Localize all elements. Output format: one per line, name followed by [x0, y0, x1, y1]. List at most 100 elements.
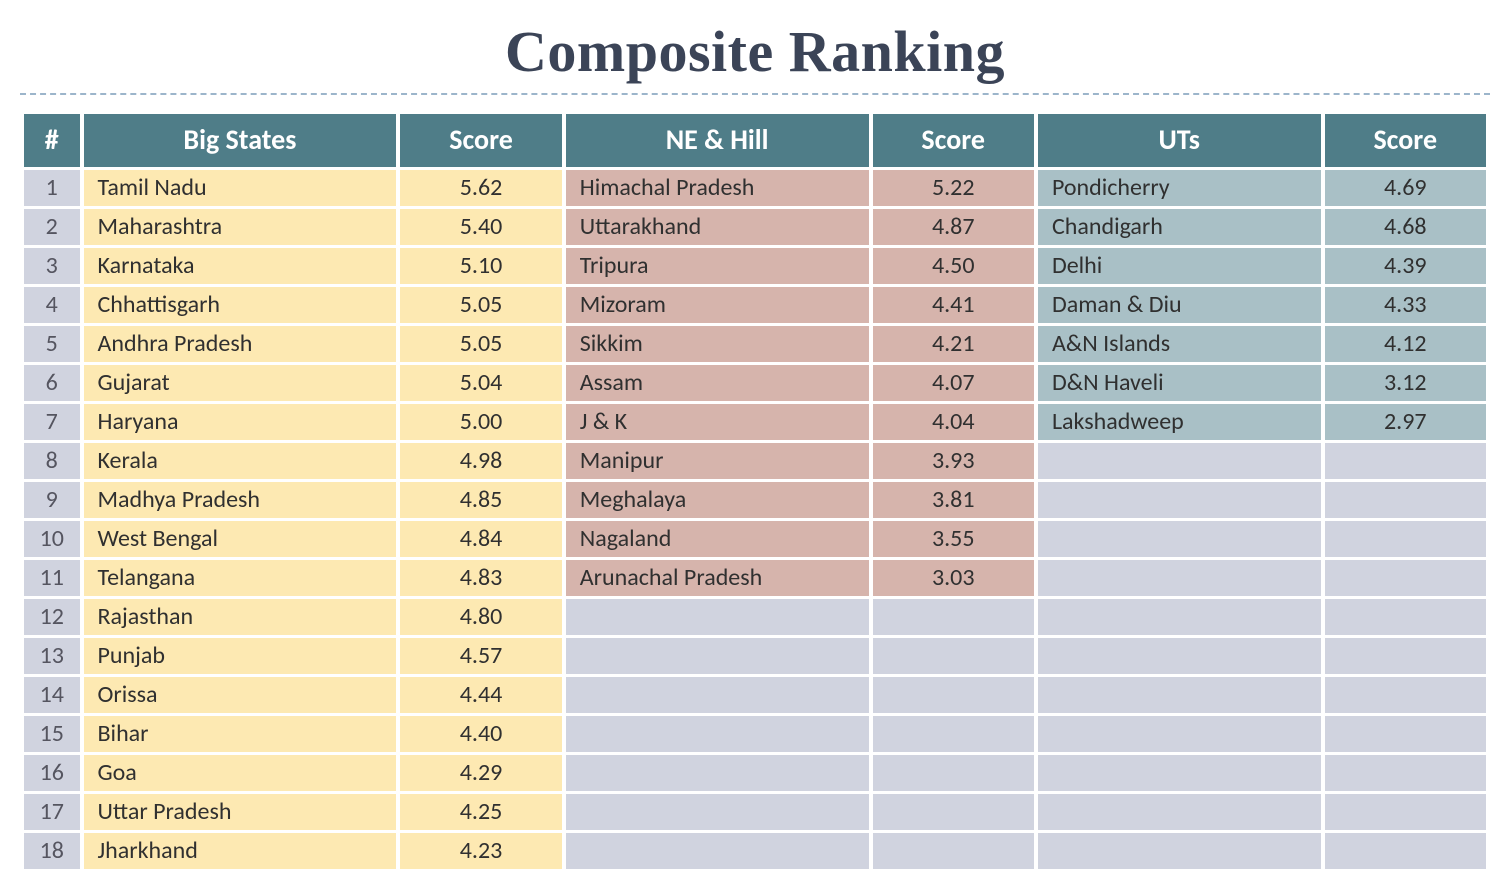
cell-ut-score — [1325, 716, 1487, 752]
cell-big-score: 4.40 — [400, 716, 561, 752]
cell-rank: 18 — [24, 833, 80, 869]
cell-rank: 15 — [24, 716, 80, 752]
cell-ne-name: Manipur — [566, 443, 869, 479]
cell-rank: 1 — [24, 170, 80, 206]
cell-ut-score — [1325, 638, 1487, 674]
cell-big-score: 4.23 — [400, 833, 561, 869]
cell-ne-name — [566, 794, 869, 830]
cell-ne-score — [873, 599, 1034, 635]
cell-ne-name: Uttarakhand — [566, 209, 869, 245]
cell-big-name: Orissa — [84, 677, 397, 713]
cell-ne-score: 4.07 — [873, 365, 1034, 401]
cell-big-name: Haryana — [84, 404, 397, 440]
cell-big-score: 5.10 — [400, 248, 561, 284]
cell-ut-score — [1325, 521, 1487, 557]
table-row: 11Telangana4.83Arunachal Pradesh3.03 — [24, 560, 1486, 596]
cell-rank: 9 — [24, 482, 80, 518]
cell-ut-score — [1325, 482, 1487, 518]
cell-ut-score: 3.12 — [1325, 365, 1487, 401]
cell-big-name: Andhra Pradesh — [84, 326, 397, 362]
cell-big-name: Goa — [84, 755, 397, 791]
cell-rank: 10 — [24, 521, 80, 557]
cell-big-score: 5.62 — [400, 170, 561, 206]
cell-ut-score: 4.12 — [1325, 326, 1487, 362]
cell-big-name: West Bengal — [84, 521, 397, 557]
cell-big-score: 4.80 — [400, 599, 561, 635]
title-divider — [20, 93, 1490, 95]
cell-ne-score — [873, 638, 1034, 674]
cell-ut-name — [1038, 833, 1321, 869]
cell-ne-name — [566, 833, 869, 869]
cell-ne-score: 4.50 — [873, 248, 1034, 284]
cell-ut-name — [1038, 443, 1321, 479]
cell-ut-name — [1038, 521, 1321, 557]
cell-ne-name: Himachal Pradesh — [566, 170, 869, 206]
cell-ut-score: 4.69 — [1325, 170, 1487, 206]
cell-ne-score: 3.93 — [873, 443, 1034, 479]
cell-rank: 17 — [24, 794, 80, 830]
cell-ne-name: Arunachal Pradesh — [566, 560, 869, 596]
cell-ne-score — [873, 716, 1034, 752]
cell-ut-name — [1038, 755, 1321, 791]
cell-big-name: Kerala — [84, 443, 397, 479]
slide-title: Composite Ranking — [20, 18, 1490, 85]
cell-ut-name — [1038, 560, 1321, 596]
cell-ut-score: 4.39 — [1325, 248, 1487, 284]
col-big-name: Big States — [84, 114, 397, 167]
cell-big-score: 5.04 — [400, 365, 561, 401]
cell-big-score: 4.85 — [400, 482, 561, 518]
cell-ut-score: 2.97 — [1325, 404, 1487, 440]
cell-ne-name: Assam — [566, 365, 869, 401]
col-ut-name: UTs — [1038, 114, 1321, 167]
cell-ne-name — [566, 599, 869, 635]
cell-big-score: 4.83 — [400, 560, 561, 596]
cell-ne-score: 4.04 — [873, 404, 1034, 440]
cell-rank: 13 — [24, 638, 80, 674]
cell-ne-score — [873, 755, 1034, 791]
cell-big-name: Jharkhand — [84, 833, 397, 869]
table-row: 2Maharashtra5.40Uttarakhand4.87Chandigar… — [24, 209, 1486, 245]
table-row: 9Madhya Pradesh4.85Meghalaya3.81 — [24, 482, 1486, 518]
cell-rank: 5 — [24, 326, 80, 362]
cell-ne-score: 4.41 — [873, 287, 1034, 323]
cell-big-name: Karnataka — [84, 248, 397, 284]
table-row: 12Rajasthan4.80 — [24, 599, 1486, 635]
table-row: 6Gujarat5.04Assam4.07D&N Haveli3.12 — [24, 365, 1486, 401]
cell-ut-name: Chandigarh — [1038, 209, 1321, 245]
cell-big-name: Punjab — [84, 638, 397, 674]
table-row: 4Chhattisgarh5.05Mizoram4.41Daman & Diu4… — [24, 287, 1486, 323]
cell-rank: 16 — [24, 755, 80, 791]
table-row: 10West Bengal4.84Nagaland3.55 — [24, 521, 1486, 557]
ranking-table: # Big States Score NE & Hill Score UTs S… — [20, 111, 1490, 872]
cell-big-score: 4.25 — [400, 794, 561, 830]
cell-big-score: 5.40 — [400, 209, 561, 245]
cell-ne-name: Nagaland — [566, 521, 869, 557]
cell-ne-name — [566, 677, 869, 713]
table-row: 18Jharkhand4.23 — [24, 833, 1486, 869]
cell-ne-score: 3.03 — [873, 560, 1034, 596]
table-row: 13Punjab4.57 — [24, 638, 1486, 674]
cell-ut-score — [1325, 443, 1487, 479]
cell-ut-name: D&N Haveli — [1038, 365, 1321, 401]
cell-ut-name: Delhi — [1038, 248, 1321, 284]
cell-big-name: Madhya Pradesh — [84, 482, 397, 518]
cell-rank: 6 — [24, 365, 80, 401]
col-ne-name: NE & Hill — [566, 114, 869, 167]
cell-ne-score: 4.87 — [873, 209, 1034, 245]
table-row: 7Haryana5.00J & K4.04Lakshadweep2.97 — [24, 404, 1486, 440]
cell-big-score: 4.29 — [400, 755, 561, 791]
cell-big-name: Maharashtra — [84, 209, 397, 245]
cell-ut-score — [1325, 755, 1487, 791]
cell-big-name: Gujarat — [84, 365, 397, 401]
cell-ut-name: A&N Islands — [1038, 326, 1321, 362]
cell-rank: 8 — [24, 443, 80, 479]
cell-ne-name: Tripura — [566, 248, 869, 284]
cell-ut-score — [1325, 599, 1487, 635]
table-row: 16Goa4.29 — [24, 755, 1486, 791]
cell-ut-score: 4.33 — [1325, 287, 1487, 323]
cell-ut-name — [1038, 794, 1321, 830]
table-body: 1Tamil Nadu5.62Himachal Pradesh5.22Pondi… — [24, 170, 1486, 869]
cell-rank: 14 — [24, 677, 80, 713]
cell-big-name: Telangana — [84, 560, 397, 596]
cell-ne-name — [566, 638, 869, 674]
